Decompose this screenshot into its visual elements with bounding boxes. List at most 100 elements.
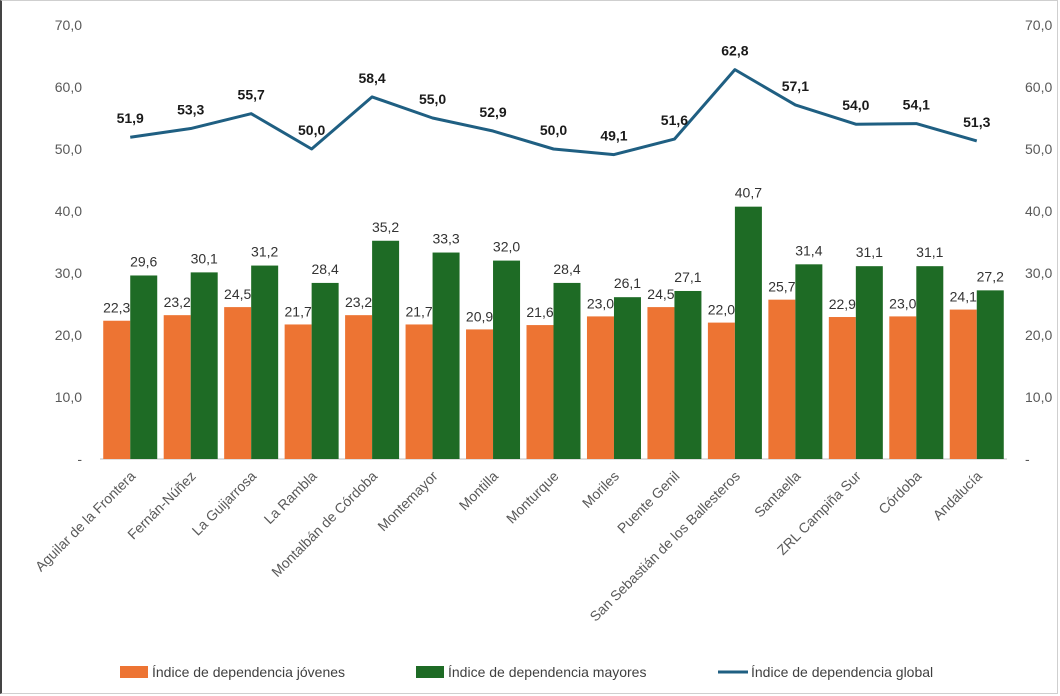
data-label-global: 54,0 bbox=[842, 97, 869, 113]
x-category-label: La Rambla bbox=[261, 468, 320, 527]
data-label-jovenes: 22,3 bbox=[103, 300, 130, 316]
data-label-global: 51,9 bbox=[117, 110, 144, 126]
data-label-global: 49,1 bbox=[600, 128, 627, 144]
y-tick-label-right: - bbox=[1025, 451, 1030, 467]
bar-jovenes bbox=[707, 322, 735, 459]
x-category-label: Montemayor bbox=[374, 468, 441, 535]
data-label-mayores: 31,1 bbox=[856, 244, 883, 260]
bar-jovenes bbox=[163, 315, 191, 459]
x-category-label: Montilla bbox=[456, 468, 502, 514]
legend-swatch-mayores bbox=[416, 666, 444, 678]
bar-jovenes bbox=[526, 325, 554, 459]
bar-jovenes bbox=[345, 315, 373, 459]
data-label-global: 58,4 bbox=[358, 70, 385, 86]
data-label-jovenes: 20,9 bbox=[466, 308, 493, 324]
legend-label-global: Índice de dependencia global bbox=[751, 664, 933, 680]
data-label-mayores: 28,4 bbox=[312, 261, 339, 277]
data-label-jovenes: 23,0 bbox=[587, 295, 614, 311]
y-tick-label-left: 40,0 bbox=[55, 203, 82, 219]
bar-jovenes bbox=[647, 307, 675, 459]
bar-mayores bbox=[976, 290, 1004, 459]
bar-mayores bbox=[130, 275, 158, 459]
bar-jovenes bbox=[103, 320, 131, 459]
data-label-jovenes: 24,5 bbox=[224, 286, 251, 302]
bar-jovenes bbox=[949, 309, 977, 459]
legend-label-mayores: Índice de dependencia mayores bbox=[448, 664, 646, 680]
data-label-mayores: 31,1 bbox=[916, 244, 943, 260]
line-global bbox=[130, 68, 978, 157]
data-label-mayores: 26,1 bbox=[614, 275, 641, 291]
y-tick-label-right: 50,0 bbox=[1025, 141, 1052, 157]
data-label-global: 54,1 bbox=[903, 97, 930, 113]
data-label-jovenes: 23,0 bbox=[889, 295, 916, 311]
bar-jovenes bbox=[405, 324, 433, 459]
y-tick-label-left: 70,0 bbox=[55, 17, 82, 33]
x-category-label: Montalbán de Córdoba bbox=[268, 468, 380, 580]
data-label-jovenes: 23,2 bbox=[164, 294, 191, 310]
data-label-global: 52,9 bbox=[479, 104, 506, 120]
data-label-mayores: 28,4 bbox=[553, 261, 580, 277]
y-tick-label-left: 10,0 bbox=[55, 389, 82, 405]
data-label-mayores: 33,3 bbox=[432, 231, 459, 247]
bar-jovenes bbox=[828, 317, 856, 459]
data-label-jovenes: 21,7 bbox=[285, 303, 312, 319]
bar-mayores bbox=[734, 206, 762, 459]
bar-mayores bbox=[251, 265, 279, 459]
y-tick-label-left: 60,0 bbox=[55, 79, 82, 95]
data-label-jovenes: 22,9 bbox=[829, 296, 856, 312]
data-label-jovenes: 21,7 bbox=[405, 303, 432, 319]
bar-jovenes bbox=[224, 307, 252, 459]
data-label-global: 55,0 bbox=[419, 91, 446, 107]
data-label-jovenes: 25,7 bbox=[768, 279, 795, 295]
y-tick-label-left: - bbox=[77, 451, 82, 467]
y-tick-label-right: 40,0 bbox=[1025, 203, 1052, 219]
bar-mayores bbox=[613, 297, 641, 459]
data-label-jovenes: 22,0 bbox=[708, 302, 735, 318]
x-category-label: Andalucía bbox=[930, 468, 985, 523]
data-label-mayores: 31,4 bbox=[795, 242, 822, 258]
x-category-label: Aguilar de la Frontera bbox=[32, 468, 139, 575]
data-label-mayores: 29,6 bbox=[130, 253, 157, 269]
data-label-jovenes: 21,6 bbox=[526, 304, 553, 320]
bar-mayores bbox=[916, 266, 944, 459]
bar-mayores bbox=[553, 282, 581, 459]
data-label-jovenes: 24,1 bbox=[950, 289, 977, 305]
data-label-mayores: 27,2 bbox=[977, 268, 1004, 284]
data-label-jovenes: 24,5 bbox=[647, 286, 674, 302]
data-label-global: 51,3 bbox=[963, 114, 990, 130]
bar-mayores bbox=[795, 264, 823, 459]
data-label-mayores: 35,2 bbox=[372, 219, 399, 235]
data-label-global: 55,7 bbox=[238, 87, 265, 103]
x-category-label: Santaella bbox=[751, 468, 804, 521]
data-label-mayores: 30,1 bbox=[191, 250, 218, 266]
bar-mayores bbox=[674, 290, 702, 459]
y-tick-label-left: 50,0 bbox=[55, 141, 82, 157]
bar-jovenes bbox=[889, 316, 917, 459]
bar-jovenes bbox=[284, 324, 312, 459]
data-label-mayores: 27,1 bbox=[674, 269, 701, 285]
x-category-label: Monturque bbox=[503, 468, 562, 527]
y-tick-label-left: 30,0 bbox=[55, 265, 82, 281]
y-tick-label-right: 70,0 bbox=[1025, 17, 1052, 33]
y-tick-label-right: 10,0 bbox=[1025, 389, 1052, 405]
data-label-global: 57,1 bbox=[782, 78, 809, 94]
bar-mayores bbox=[190, 272, 218, 459]
bar-jovenes bbox=[586, 316, 614, 459]
data-label-global: 53,3 bbox=[177, 102, 204, 118]
bar-jovenes bbox=[768, 299, 796, 459]
x-category-label: Córdoba bbox=[875, 468, 924, 517]
data-label-mayores: 31,2 bbox=[251, 244, 278, 260]
y-tick-label-right: 20,0 bbox=[1025, 327, 1052, 343]
legend-label-jovenes: Índice de dependencia jóvenes bbox=[152, 664, 345, 680]
data-label-global: 50,0 bbox=[298, 122, 325, 138]
legend-swatch-jovenes bbox=[120, 666, 148, 678]
bar-mayores bbox=[432, 252, 460, 459]
data-label-mayores: 32,0 bbox=[493, 239, 520, 255]
data-label-mayores: 40,7 bbox=[735, 185, 762, 201]
bar-mayores bbox=[493, 260, 521, 459]
bar-mayores bbox=[855, 266, 883, 459]
data-label-global: 51,6 bbox=[661, 112, 688, 128]
y-tick-label-left: 20,0 bbox=[55, 327, 82, 343]
